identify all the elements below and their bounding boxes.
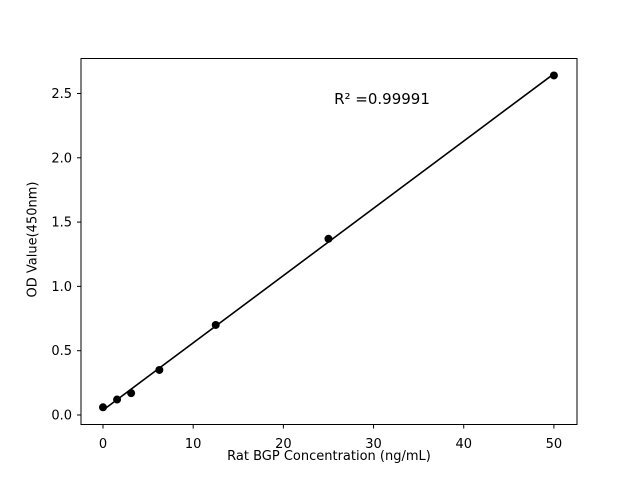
x-tick-label: 50: [546, 437, 563, 452]
r-squared-annotation: R² =0.99991: [334, 90, 430, 108]
data-point: [99, 403, 108, 412]
y-axis-label: OD Value(450nm): [25, 181, 41, 298]
x-tick-label: 30: [365, 437, 382, 452]
data-point: [549, 71, 558, 80]
x-axis-label: Rat BGP Concentration (ng/mL): [227, 449, 431, 464]
x-tick-label: 20: [275, 437, 292, 452]
x-tick-label: 40: [455, 437, 472, 452]
x-tick-label: 10: [185, 437, 202, 452]
y-tick-label: 0.0: [51, 408, 72, 423]
data-point: [324, 234, 333, 243]
plot-border: [80, 58, 578, 425]
y-tick-label: 1.5: [51, 216, 72, 231]
y-tick-label: 2.0: [51, 151, 72, 166]
data-point: [113, 395, 122, 404]
y-tick-label: 0.5: [51, 344, 72, 359]
data-point: [155, 365, 164, 374]
x-tick-label: 0: [99, 437, 107, 452]
y-tick-label: 2.5: [51, 87, 72, 102]
y-tick-label: 1.0: [51, 280, 72, 295]
data-point: [211, 320, 220, 329]
data-point: [127, 389, 136, 398]
